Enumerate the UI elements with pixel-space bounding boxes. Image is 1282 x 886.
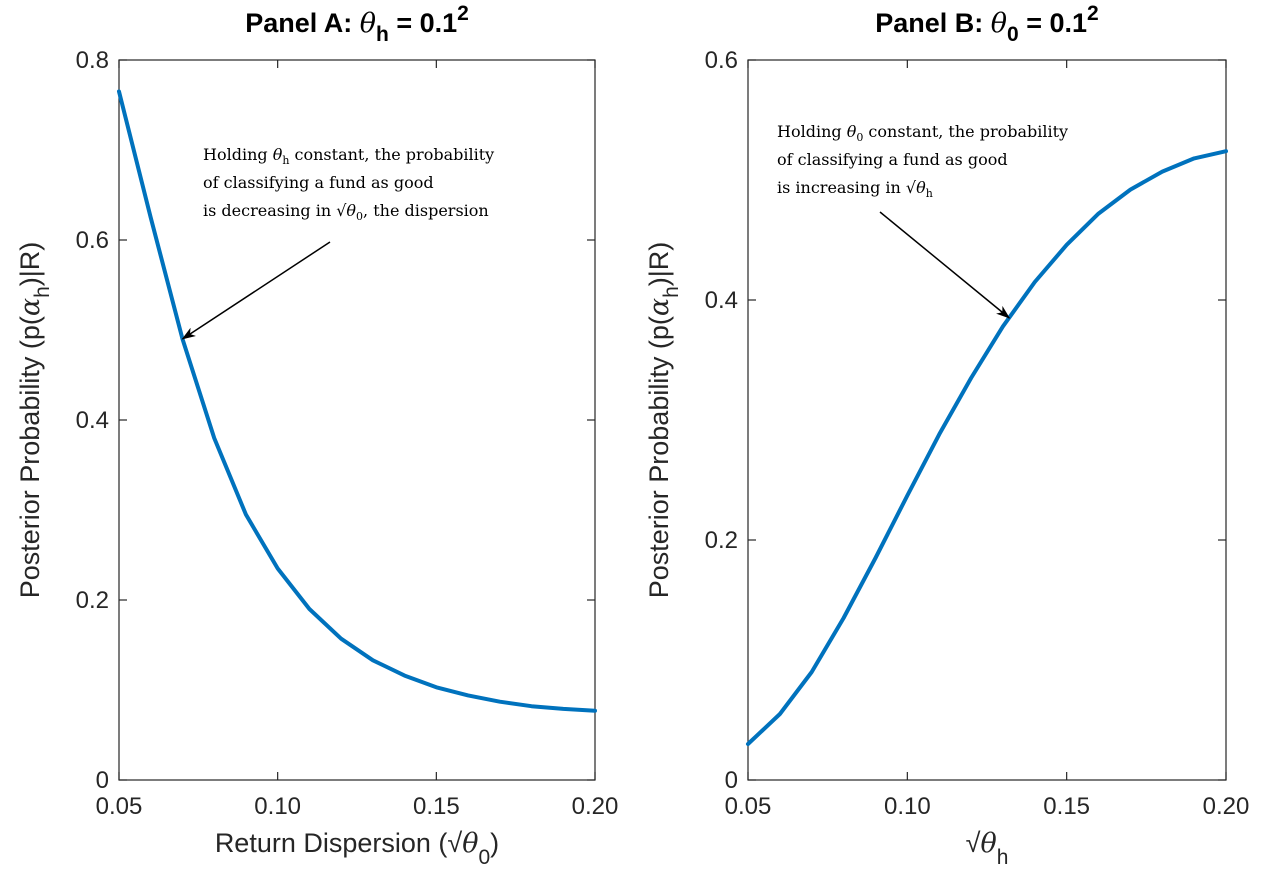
y-tick-label: 0.4 <box>705 287 738 314</box>
y-tick-label: 0.8 <box>76 47 109 74</box>
x-tick-label: 0.10 <box>884 793 931 820</box>
annotation-text: Holding θ0 constant, the probability of c… <box>777 122 1068 200</box>
x-tick-label: 0.10 <box>254 793 301 820</box>
y-tick-label: 0 <box>725 767 738 794</box>
y-tick-label: 0.6 <box>76 227 109 254</box>
plot-frame <box>747 59 1227 781</box>
x-axis-title: √θh <box>966 828 1009 869</box>
panel-title: Panel B: θ0 = 0.12 <box>875 2 1098 46</box>
x-tick-label: 0.05 <box>725 793 772 820</box>
plot-frame <box>118 59 596 781</box>
x-axis-title: Return Dispersion (√θ0) <box>215 828 499 869</box>
x-tick-label: 0.20 <box>572 793 619 820</box>
x-tick-label: 0.20 <box>1203 793 1250 820</box>
panel-title: Panel A: θh = 0.12 <box>245 2 469 46</box>
annotation-arrow <box>181 241 331 340</box>
y-tick-label: 0.2 <box>705 527 738 554</box>
series-line <box>117 89 597 713</box>
y-tick-label: 0.6 <box>705 47 738 74</box>
annotation-text: Holding θh constant, the probability of c… <box>203 145 494 223</box>
annotation-arrow <box>879 211 1011 319</box>
y-tick-label: 0.2 <box>76 587 109 614</box>
y-tick-label: 0 <box>96 767 109 794</box>
y-axis-title: Posterior Probability (p(αh)|R) <box>644 242 683 599</box>
y-tick-label: 0.4 <box>76 407 109 434</box>
y-axis-title: Posterior Probability (p(αh)|R) <box>15 242 54 599</box>
x-tick-label: 0.15 <box>1043 793 1090 820</box>
x-tick-label: 0.15 <box>413 793 460 820</box>
panel-b: 0.05 0.10 0.15 0.20 0 0.2 0.4 0.6 Panel B: θ0 = … <box>644 2 1249 869</box>
x-tick-label: 0.05 <box>96 793 143 820</box>
series-line <box>746 149 1228 746</box>
panel-a: 0.05 0.10 0.15 0.20 0 0.2 0.4 0.6 0.8 Panel A: θh… <box>15 2 618 869</box>
